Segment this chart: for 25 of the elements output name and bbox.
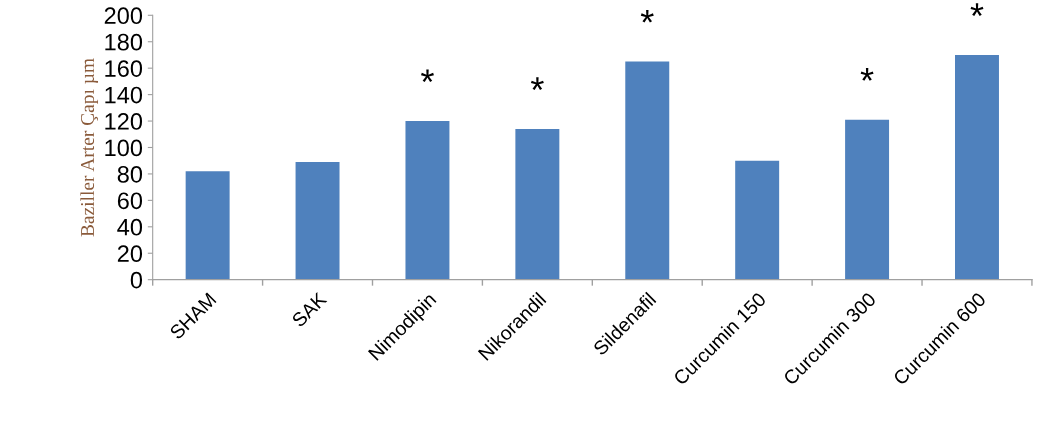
y-tick-label: 140 bbox=[105, 86, 143, 104]
bar bbox=[515, 128, 560, 280]
bar bbox=[955, 54, 999, 280]
y-axis-title: Baziller Arter Çapı µm bbox=[80, 58, 99, 237]
bar bbox=[845, 119, 890, 280]
annotation: * bbox=[640, 9, 654, 23]
bar bbox=[295, 162, 340, 280]
bar bbox=[735, 160, 780, 280]
y-tick-label: 120 bbox=[105, 113, 143, 130]
annotation: * bbox=[970, 3, 984, 17]
bar bbox=[185, 171, 230, 280]
y-tick-label: 200 bbox=[104, 7, 143, 25]
y-tick-label: 20 bbox=[117, 245, 143, 263]
y-tick-label: 60 bbox=[117, 192, 143, 210]
y-tick-label: 40 bbox=[117, 218, 143, 236]
annotation: * bbox=[530, 77, 544, 91]
annotation: * bbox=[860, 68, 874, 81]
y-tick-label: 180 bbox=[105, 33, 143, 51]
y-tick-label: 0 bbox=[130, 271, 143, 289]
bar bbox=[625, 61, 670, 280]
bar bbox=[405, 121, 450, 280]
y-tick-label: 160 bbox=[105, 60, 143, 77]
annotation: * bbox=[421, 69, 434, 83]
y-tick-label: 80 bbox=[117, 165, 143, 183]
y-tick-label: 100 bbox=[105, 139, 143, 157]
